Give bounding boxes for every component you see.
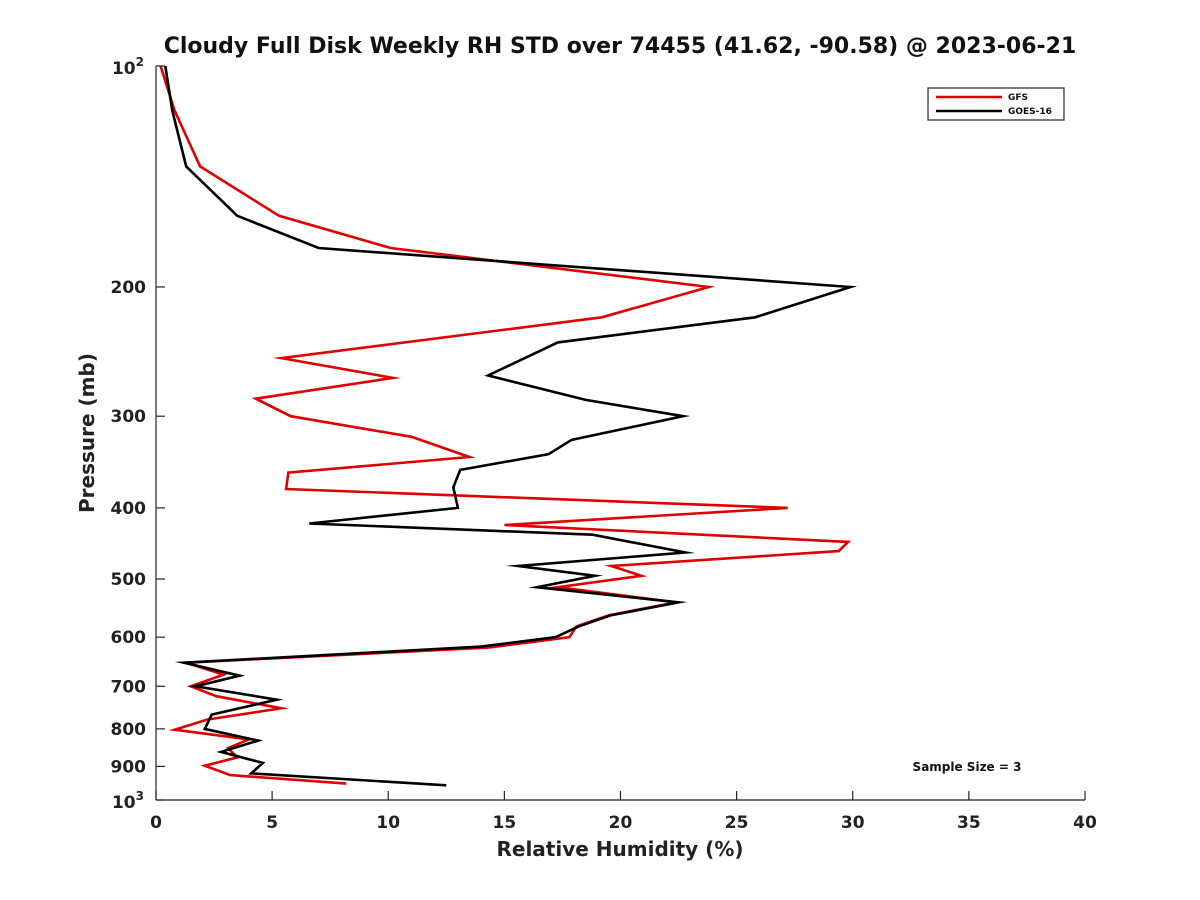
y-tick-label: 102 (112, 55, 144, 79)
y-tick-base: 10 (112, 793, 136, 813)
y-tick-label: 600 (111, 628, 147, 648)
y-tick-label: 800 (111, 720, 147, 740)
series-line-gfs (159, 65, 852, 785)
y-tick-label: 700 (111, 677, 147, 697)
x-tick-label: 15 (493, 813, 517, 833)
y-tick-label: 103 (112, 789, 144, 813)
x-tick-label: 35 (957, 813, 981, 833)
x-axis-label: Relative Humidity (%) (496, 837, 743, 861)
sample-size-annotation: Sample Size = 3 (913, 760, 1022, 774)
chart-title: Cloudy Full Disk Weekly RH STD over 7445… (164, 34, 1077, 59)
y-tick-label: 900 (111, 757, 147, 777)
y-tick-label: 500 (111, 570, 147, 590)
x-tick-label: 5 (266, 813, 278, 833)
y-tick-label: 300 (111, 407, 147, 427)
x-tick-label: 20 (609, 813, 633, 833)
series-line-goes-16 (164, 65, 858, 787)
legend-label: GOES-16 (1008, 107, 1052, 117)
y-axis-label: Pressure (mb) (75, 353, 99, 513)
x-tick-label: 25 (725, 813, 749, 833)
series-layer (159, 65, 858, 787)
x-tick-label: 0 (150, 813, 162, 833)
x-tick-label: 40 (1073, 813, 1097, 833)
y-tick-exponent: 3 (136, 789, 144, 803)
plot-area: 0 5 10 15 20 25 30 35 40 10220030040050060070080… (111, 55, 1097, 833)
x-axis-ticks: 0 5 10 15 20 25 30 35 40 (150, 791, 1097, 833)
legend-label: GFS (1008, 93, 1028, 103)
legend: GFS GOES-16 (927, 87, 1065, 121)
y-tick-base: 10 (112, 59, 136, 79)
y-tick-exponent: 2 (136, 55, 144, 69)
x-tick-label: 30 (841, 813, 865, 833)
legend-box (927, 87, 1065, 121)
y-tick-label: 400 (111, 499, 147, 519)
plot-frame (156, 66, 1085, 800)
y-tick-label: 200 (111, 278, 147, 298)
x-tick-label: 10 (376, 813, 400, 833)
